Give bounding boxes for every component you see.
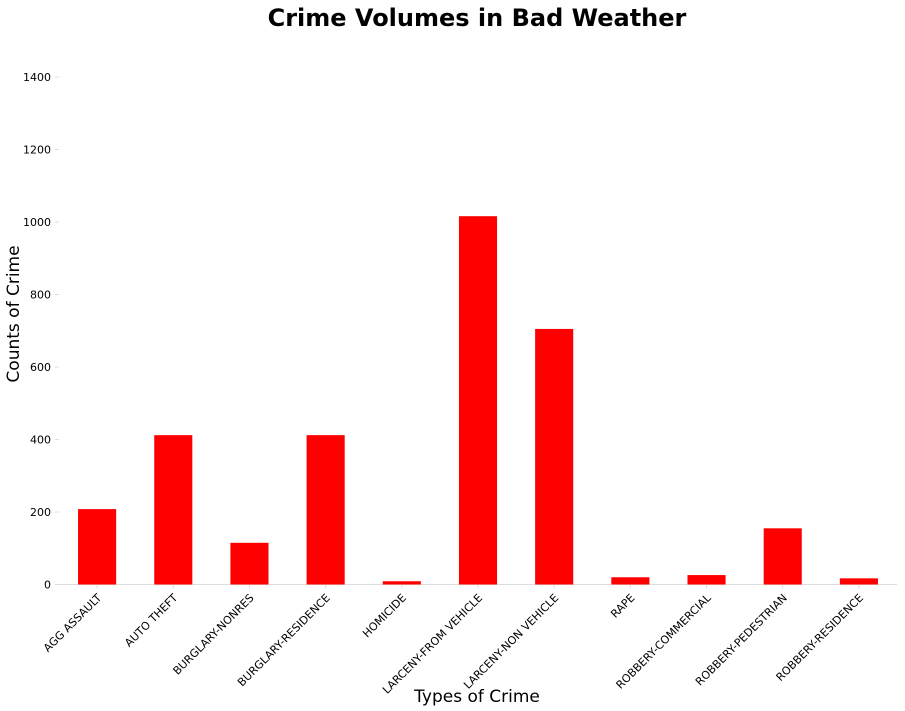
bar [154, 435, 193, 585]
x-tick-label: RAPE [608, 591, 637, 620]
y-ticks: 0 200 400 600 800 1000 1200 1400 [23, 71, 59, 592]
x-ticks: AGG ASSAULT AUTO THEFTBURGLARY-NONRESBURG… [41, 584, 867, 697]
y-tick-label: 1400 [23, 71, 51, 84]
bar [382, 581, 421, 585]
y-tick-label: 200 [30, 506, 51, 519]
chart-title: Crime Volumes in Bad Weather [268, 4, 687, 32]
bars [78, 216, 878, 585]
bar [839, 578, 878, 585]
x-tick-label: AGG ASSAULT [41, 591, 104, 654]
bar [78, 509, 117, 585]
bar [230, 542, 269, 585]
x-tick-label: ROBBERY-RESIDENCE [774, 591, 867, 684]
bar [458, 216, 498, 585]
bar [306, 435, 345, 585]
y-tick-label: 0 [44, 579, 51, 592]
bar [611, 577, 650, 585]
y-tick-label: 800 [30, 289, 51, 302]
bar [687, 575, 726, 585]
bar [535, 328, 574, 585]
x-tick-label: AUTO THEFT [122, 591, 180, 649]
y-axis-label: Counts of Crime [4, 245, 24, 382]
y-tick-label: 400 [30, 434, 51, 447]
y-tick-label: 1200 [23, 144, 51, 157]
bar [763, 528, 802, 585]
x-tick-label: BURGLARY-NONRES [171, 591, 257, 677]
x-axis-label: Types of Crime [413, 687, 540, 707]
y-tick-label: 1000 [23, 216, 51, 229]
y-tick-label: 600 [30, 361, 51, 374]
x-tick-label: HOMICIDE [360, 591, 409, 640]
